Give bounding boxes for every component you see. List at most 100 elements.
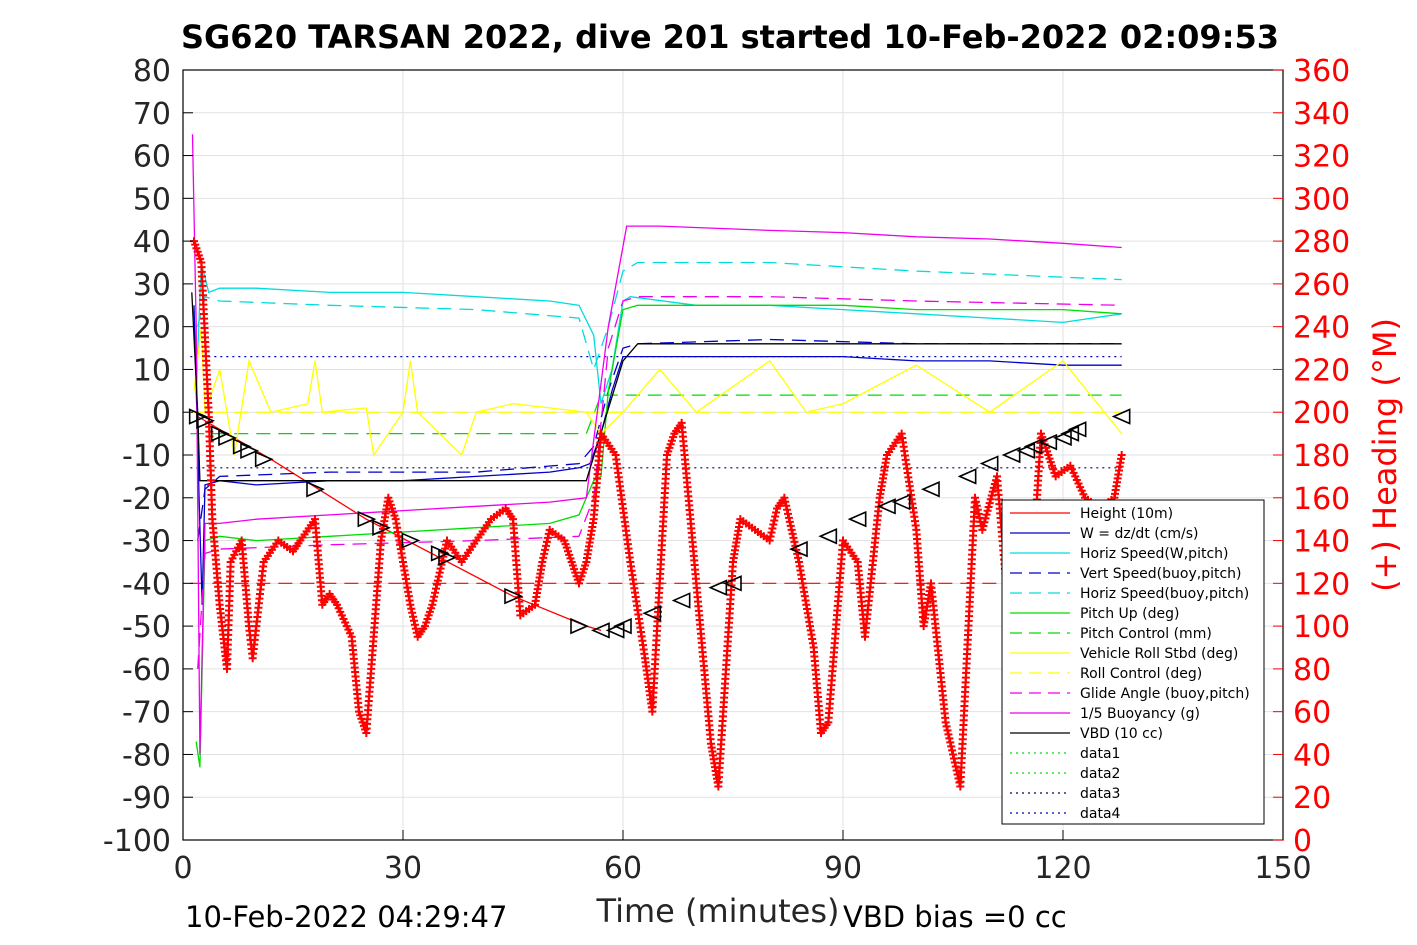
series-line: [191, 134, 1122, 755]
y2-tick-label: 100: [1293, 610, 1350, 645]
legend-entry: VBD (10 cc): [1080, 726, 1163, 742]
legend-entry: Glide Angle (buoy,pitch): [1080, 686, 1250, 702]
gps-marker: [723, 575, 742, 592]
heading-marker: [987, 491, 996, 500]
y-tick-label: 60: [133, 140, 171, 175]
y2-axis-label: (+) Heading (°M): [1366, 318, 1404, 592]
y-tick-label: 80: [133, 54, 171, 89]
y-tick-label: -30: [122, 525, 171, 560]
legend: Height (10m) W = dz/dt (cm/s) Horiz Speed(…: [1001, 499, 1265, 825]
gps-marker: [613, 617, 632, 635]
end-time-label: 10-Feb-2022 04:29:47: [185, 900, 508, 934]
y-tick-label: -90: [122, 781, 171, 816]
y-tick-label: -60: [122, 653, 171, 688]
heading-marker: [985, 499, 994, 508]
y2-tick-label: 320: [1293, 140, 1350, 175]
gps-marker: [1038, 433, 1058, 451]
vbd-bias-label: VBD bias =0 cc: [843, 900, 1067, 934]
gps-marker: [570, 617, 589, 635]
x-tick-label: 90: [824, 851, 862, 886]
y2-tick-label: 80: [1293, 653, 1331, 688]
gps-marker: [1111, 408, 1131, 425]
plot-area: [188, 134, 1131, 791]
y-tick-label: -20: [122, 482, 171, 517]
gps-marker: [401, 532, 421, 549]
gps-marker: [357, 510, 377, 528]
axes: 80706050403020100-10-20-30-40-50-60-70-8…: [103, 54, 1404, 930]
gps-marker: [789, 540, 808, 558]
series-line: [197, 338, 1122, 541]
legend-box: [1001, 499, 1265, 825]
series-line: [193, 305, 1122, 605]
heading-marker: [982, 510, 991, 519]
x-axis-label: Time (minutes): [596, 892, 840, 930]
heading-marker: [984, 502, 993, 511]
heading-marker: [983, 506, 992, 515]
legend-entry: Roll Control (deg): [1080, 666, 1202, 682]
gps-marker: [218, 429, 237, 447]
gps-marker: [1067, 421, 1087, 438]
heading-marker: [986, 495, 995, 504]
y-tick-label: -40: [122, 567, 171, 602]
gps-marker: [1001, 446, 1021, 464]
gps-marker: [438, 549, 457, 566]
gps-marker: [708, 579, 728, 596]
series-line: [191, 292, 1122, 482]
legend-entry: Vehicle Roll Stbd (deg): [1080, 646, 1238, 662]
y-tick-label: 20: [133, 311, 171, 346]
gps-marker: [240, 442, 259, 459]
heading-marker: [978, 525, 987, 534]
x-tick-label: 150: [1254, 851, 1311, 886]
x-tick-label: 60: [604, 851, 642, 886]
legend-entry: Height (10m): [1080, 506, 1173, 522]
y2-tick-label: 360: [1293, 54, 1350, 89]
legend-entry: Horiz Speed(W,pitch): [1080, 546, 1228, 562]
y2-tick-label: 280: [1293, 225, 1350, 260]
x-tick-label: 120: [1034, 851, 1091, 886]
y-tick-label: 0: [152, 396, 171, 431]
y-tick-label: -10: [122, 439, 171, 474]
y2-tick-label: 240: [1293, 311, 1350, 346]
y2-tick-label: 260: [1293, 268, 1350, 303]
gps-marker: [957, 468, 977, 485]
legend-entry: Pitch Control (mm): [1080, 626, 1212, 642]
heading-marker: [981, 514, 990, 523]
series-line: [197, 296, 1122, 669]
y-tick-label: -100: [103, 824, 171, 859]
heading-marker: [980, 518, 989, 527]
legend-entry: data4: [1080, 806, 1121, 822]
gps-marker: [642, 605, 662, 622]
y-tick-label: 50: [133, 182, 171, 217]
chart-title: SG620 TARSAN 2022, dive 201 started 10-F…: [180, 18, 1280, 56]
gps-marker: [891, 493, 911, 511]
gps-marker: [847, 510, 867, 528]
y-tick-label: 30: [133, 268, 171, 303]
heading-marker: [1117, 451, 1126, 459]
gps-marker: [1023, 438, 1043, 455]
series-line: [197, 261, 1122, 372]
gps-marker: [921, 480, 940, 498]
gps-marker: [979, 455, 999, 472]
series-line: [190, 394, 1122, 435]
legend-entry: Horiz Speed(buoy,pitch): [1080, 586, 1249, 602]
y2-tick-label: 180: [1293, 439, 1350, 474]
y-tick-label: 40: [133, 225, 171, 260]
gps-marker: [254, 451, 274, 468]
gps-marker: [671, 592, 691, 609]
y-tick-label: -50: [122, 610, 171, 645]
gps-marker: [196, 412, 215, 430]
y2-tick-label: 60: [1293, 696, 1331, 731]
y2-tick-label: 40: [1293, 738, 1331, 773]
legend-entry: Vert Speed(buoy,pitch): [1080, 566, 1242, 582]
gps-marker: [504, 587, 523, 605]
y-tick-label: -70: [122, 696, 171, 731]
y2-tick-label: 300: [1293, 182, 1350, 217]
legend-entry: W = dz/dt (cm/s): [1080, 526, 1199, 542]
y2-tick-label: 120: [1293, 567, 1350, 602]
y2-tick-label: 0: [1293, 824, 1312, 859]
y-tick-label: -80: [122, 738, 171, 773]
x-tick-label: 0: [173, 851, 192, 886]
series-line: [195, 262, 1122, 404]
gps-marker: [372, 519, 391, 536]
